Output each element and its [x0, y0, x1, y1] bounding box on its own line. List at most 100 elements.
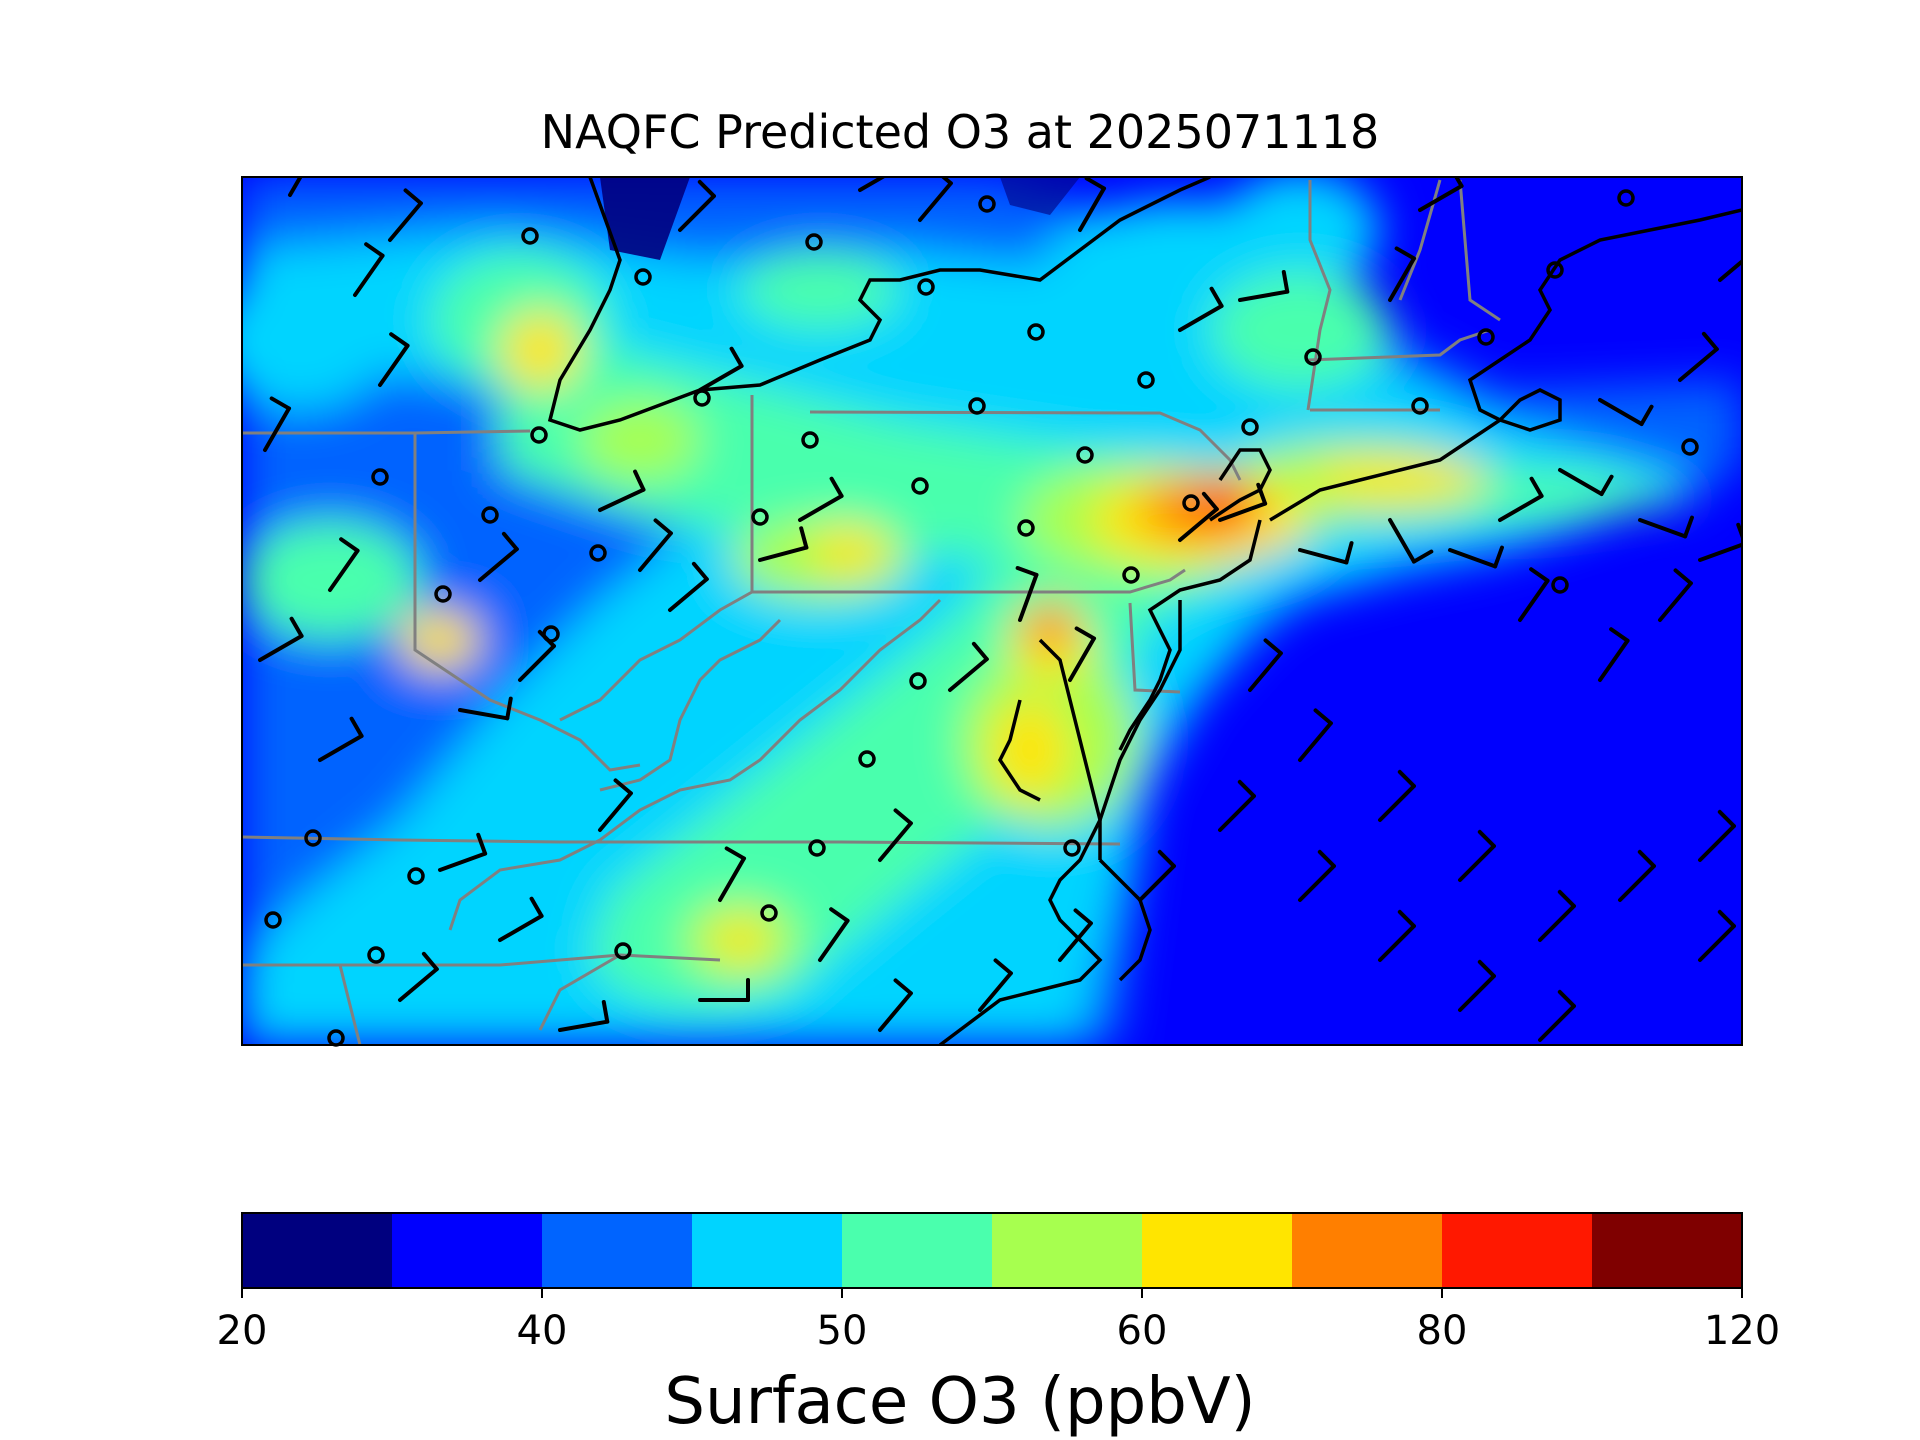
- wind-barb: [318, 734, 364, 762]
- station-marker: [751, 508, 769, 526]
- wind-barb-flag: [724, 846, 746, 861]
- wind-barb-flag: [1073, 908, 1093, 926]
- wind-barb-flag: [1084, 177, 1106, 191]
- wind-barb: [818, 918, 850, 962]
- wind-barb-flag: [653, 518, 673, 536]
- wind-barb-flag: [993, 958, 1013, 976]
- colorbar-tick-label: 50: [816, 1308, 868, 1354]
- coastlines: [547, 177, 1742, 1045]
- wind-barb-flag: [1477, 959, 1496, 979]
- station-marker: [978, 195, 996, 213]
- station-marker: [407, 867, 425, 885]
- wind-barb: [1298, 548, 1349, 565]
- wind-barb-flag: [1673, 568, 1693, 586]
- wind-barb-flag: [349, 716, 364, 738]
- wind-barb: [1138, 864, 1176, 902]
- station-marker: [693, 389, 711, 407]
- wind-barb-flag: [1557, 889, 1576, 909]
- station-marker: [909, 672, 927, 690]
- wind-barb: [918, 181, 953, 222]
- station-marker: [1063, 839, 1081, 857]
- colorbar-label: Surface O3 (ppbV): [664, 1365, 1256, 1439]
- wind-barb-flag: [421, 951, 439, 972]
- station-marker: [264, 911, 282, 929]
- wind-barb-flag: [1313, 708, 1333, 726]
- wind-barb: [878, 821, 913, 862]
- wind-barb-flag: [1015, 566, 1039, 577]
- wind-barb: [458, 708, 510, 721]
- wind-barb: [1378, 924, 1416, 962]
- wind-barb: [598, 791, 633, 832]
- wind-barb: [1378, 784, 1416, 822]
- station-marker: [760, 904, 778, 922]
- wind-barb-flag: [297, 143, 314, 153]
- wind-barb-flag: [633, 469, 646, 492]
- wind-barb-flag: [1637, 849, 1656, 869]
- wind-barb-flag: [971, 641, 989, 662]
- colorbar-bin: [992, 1213, 1143, 1288]
- wind-barb-flag: [1317, 849, 1336, 869]
- wind-barb-flag: [1201, 491, 1219, 512]
- wind-barb: [1518, 578, 1550, 622]
- colorbar-bin: [1592, 1213, 1743, 1288]
- station-marker: [589, 544, 607, 562]
- wind-barb: [1078, 186, 1106, 232]
- wind-barb: [518, 644, 556, 682]
- wind-barb-flag: [1263, 638, 1283, 656]
- wind-barb: [1598, 398, 1644, 426]
- wind-barb: [1458, 974, 1496, 1012]
- station-marker: [1017, 519, 1035, 537]
- wind-barb: [668, 577, 709, 612]
- wind-barb-flag: [269, 396, 291, 411]
- wind-barb-flag: [613, 778, 633, 796]
- wind-barb-flag: [1529, 567, 1550, 583]
- wind-barb-flag: [1493, 545, 1504, 569]
- station-marker: [542, 625, 560, 643]
- station-marker: [1137, 371, 1155, 389]
- wind-barb: [948, 657, 989, 692]
- colorbar-tick-label: 80: [1416, 1308, 1468, 1354]
- wind-barb-flag: [601, 999, 610, 1024]
- wind-barb: [1248, 651, 1283, 692]
- wind-barb-flag: [1477, 829, 1496, 849]
- wind-barb-flag: [1717, 909, 1736, 929]
- wind-barb: [398, 967, 439, 1002]
- station-marker: [1076, 446, 1094, 464]
- wind-barb-flag: [1717, 809, 1736, 829]
- station-marker: [434, 585, 452, 603]
- wind-barb: [328, 548, 360, 592]
- wind-barb: [1598, 638, 1630, 682]
- state-boundaries: [242, 179, 1501, 1045]
- station-marker: [911, 477, 929, 495]
- map-title: NAQFC Predicted O3 at 2025071118: [540, 105, 1380, 159]
- wind-barb-flag: [1074, 626, 1096, 641]
- colorbar-frame: [241, 1212, 1743, 1289]
- station-marker: [805, 233, 823, 251]
- wind-barb-flag: [1741, 233, 1742, 235]
- wind-barb: [1448, 548, 1498, 569]
- wind-barb-flag: [1557, 989, 1576, 1009]
- wind-barb-flag: [893, 978, 913, 996]
- wind-barbs: [258, 143, 1742, 1042]
- station-marker: [521, 227, 539, 245]
- wind-barb-flag: [691, 561, 709, 582]
- wind-barb-flag: [940, 177, 953, 186]
- wind-barb-flag: [1609, 627, 1630, 643]
- wind-barb-flag: [1639, 404, 1654, 426]
- map-frame: [241, 176, 1743, 1046]
- wind-barb: [1218, 501, 1268, 522]
- wind-barb-flag: [364, 242, 385, 258]
- colorbar-bin: [1442, 1213, 1593, 1288]
- station-marker: [808, 839, 826, 857]
- station-marker: [481, 506, 499, 524]
- wind-barb-flag: [1529, 476, 1544, 498]
- wind-barb-flag: [697, 179, 716, 199]
- wind-barb: [1698, 924, 1736, 962]
- station-marker: [371, 468, 389, 486]
- station-marker: [1122, 566, 1140, 584]
- wind-barb: [1558, 468, 1604, 496]
- wind-barb: [1058, 921, 1093, 962]
- wind-barb-flag: [289, 616, 304, 638]
- wind-barb: [1698, 824, 1736, 862]
- wind-barb-flag: [1209, 286, 1224, 308]
